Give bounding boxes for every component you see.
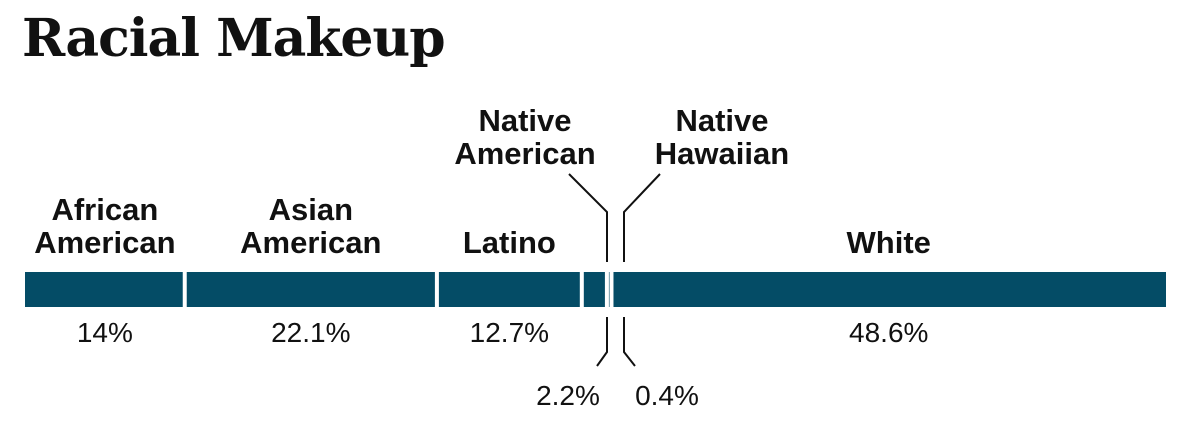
- value-label-african-american: 14%: [77, 317, 133, 348]
- value-leader-line-native-american: [596, 317, 608, 367]
- bar-segment-asian-american: [186, 272, 435, 307]
- value-label-white: 48.6%: [849, 317, 928, 348]
- category-label-asian-american: Asian American: [240, 192, 381, 260]
- segment-divider: [434, 271, 439, 308]
- leader-line-native-american: [568, 173, 608, 262]
- value-label-native-hawaiian: 0.4%: [635, 380, 699, 411]
- bar-segment-native-american: [583, 272, 605, 307]
- category-label-native-american: Native American: [454, 103, 595, 171]
- category-label-white: White: [847, 225, 931, 260]
- chart-title: Racial Makeup: [22, 8, 446, 69]
- bar-segment-white: [613, 272, 1166, 307]
- value-leader-line-native-hawaiian: [623, 317, 636, 367]
- bar-segment-native-hawaiian: [608, 272, 610, 307]
- category-label-latino: Latino: [463, 225, 556, 260]
- value-label-latino: 12.7%: [470, 317, 549, 348]
- leader-line-native-hawaiian: [623, 173, 661, 262]
- segment-divider: [579, 271, 584, 308]
- category-label-native-hawaiian: Native Hawaiian: [655, 103, 789, 171]
- category-label-african-american: African American: [34, 192, 175, 260]
- segment-divider: [609, 271, 614, 308]
- segment-divider: [182, 271, 187, 308]
- segment-divider: [604, 271, 609, 308]
- bar-segment-latino: [438, 272, 580, 307]
- bar-segment-african-american: [25, 272, 183, 307]
- value-label-asian-american: 22.1%: [271, 317, 350, 348]
- value-label-native-american: 2.2%: [536, 380, 600, 411]
